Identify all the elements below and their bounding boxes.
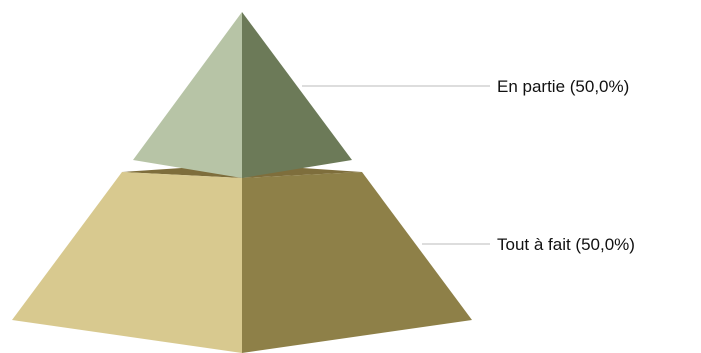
- label-en-partie: En partie (50,0%): [497, 77, 629, 96]
- segment-tout-a-fait-left-face: [12, 172, 242, 353]
- segment-en-partie-right-face: [242, 12, 352, 178]
- label-tout-a-fait: Tout à fait (50,0%): [497, 235, 635, 254]
- segment-en-partie: [133, 12, 352, 178]
- segment-tout-a-fait: [12, 164, 472, 353]
- segment-en-partie-left-face: [133, 12, 242, 178]
- segment-tout-a-fait-right-face: [242, 172, 472, 353]
